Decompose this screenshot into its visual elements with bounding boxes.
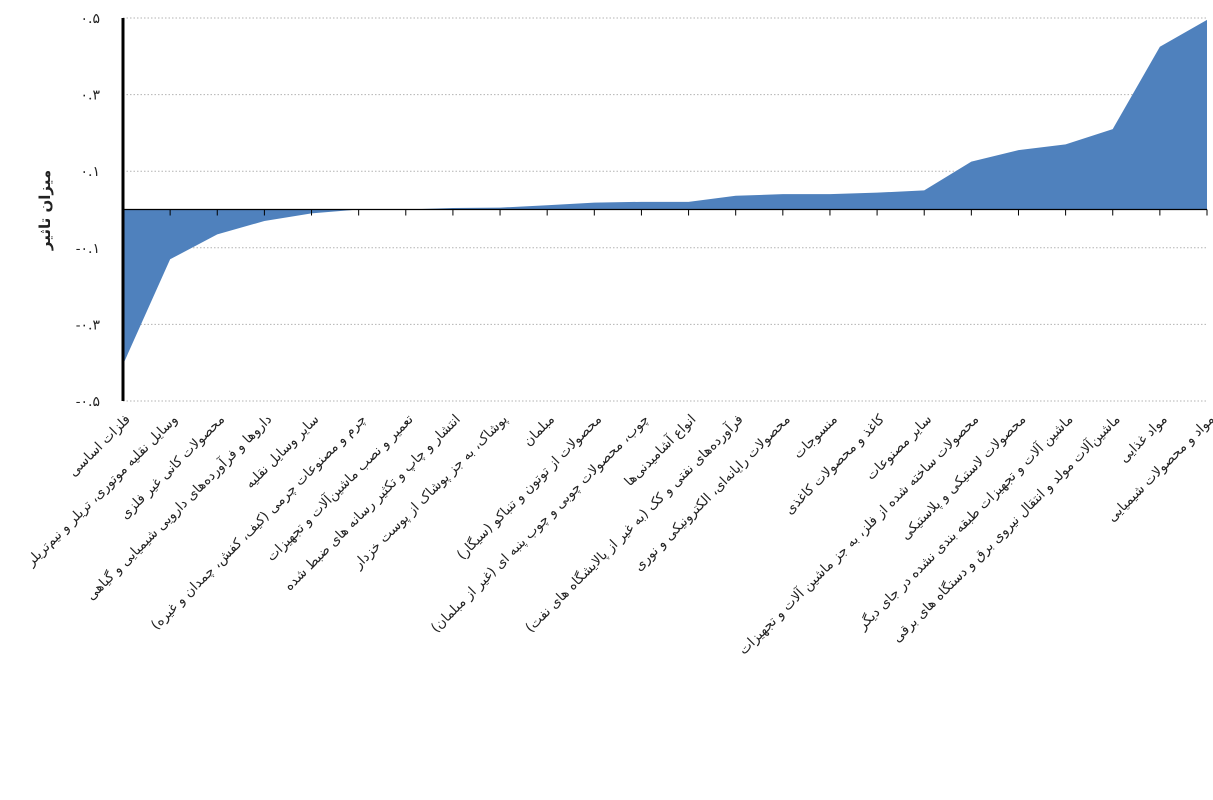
y-tick-labels: -۰.۵ -۰.۳ -۰.۱ ۰.۱ ۰.۳ ۰.۵ — [76, 11, 101, 410]
x-category-label: انتشار و چاپ و تکثیر رسانه های ضبط شده — [281, 412, 464, 595]
x-category-label: چوب، محصولات چوبی و چوب پنبه ای (غیر از … — [428, 412, 652, 636]
x-category-label: ماشین آلات و تجهیزات طبقه بندی نشده در ج… — [853, 411, 1076, 634]
axes — [121, 18, 1208, 401]
x-category-label: مبلمان — [520, 412, 558, 450]
y-tick-label: ۰.۵ — [81, 11, 101, 27]
y-tick-label: ۰.۳ — [81, 88, 101, 104]
x-category-label: چرم و مصنوعات چرمی (کیف، کفش، چمدان و غی… — [148, 412, 370, 634]
area-fill — [123, 19, 1207, 365]
y-tick-label: -۰.۱ — [76, 241, 100, 257]
area-series — [123, 19, 1207, 365]
x-category-label: فرآورده‌های نفتی و کک (به غیر از پالایشگ… — [522, 411, 747, 636]
y-tick-label: ۰.۱ — [81, 164, 101, 180]
y-axis-title: میزان تاثیر — [36, 170, 54, 251]
y-tick-label: -۰.۵ — [76, 394, 100, 410]
y-tick-label: -۰.۳ — [76, 317, 101, 333]
